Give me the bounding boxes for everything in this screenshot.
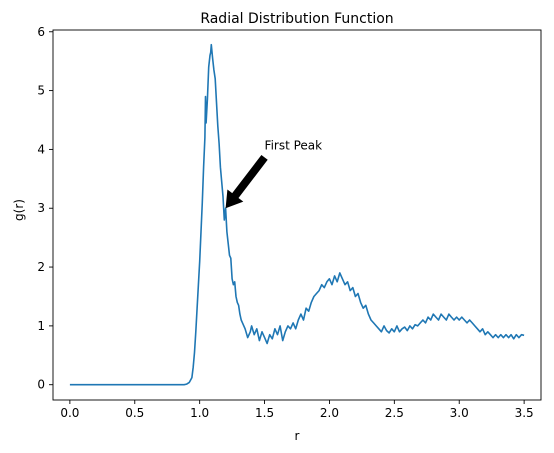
y-axis-ticks: 0 1 2 3 4 5 6 bbox=[37, 25, 53, 392]
x-axis-ticks: 0.0 0.5 1.0 1.5 2.0 2.5 3.0 3.5 bbox=[60, 400, 534, 420]
plot-area bbox=[52, 29, 542, 401]
x-tick-label: 2.0 bbox=[320, 406, 339, 420]
y-tick-label: 6 bbox=[37, 25, 45, 39]
x-tick-label: 3.0 bbox=[450, 406, 469, 420]
x-tick-label: 2.5 bbox=[385, 406, 404, 420]
y-tick-label: 2 bbox=[37, 260, 45, 274]
y-tick-label: 5 bbox=[37, 84, 45, 98]
y-axis-label: g(r) bbox=[12, 199, 26, 221]
x-tick-label: 1.5 bbox=[255, 406, 274, 420]
chart-title: Radial Distribution Function bbox=[200, 11, 393, 27]
x-tick-label: 3.5 bbox=[515, 406, 534, 420]
y-tick-label: 0 bbox=[37, 378, 45, 392]
axes-frame bbox=[52, 29, 542, 401]
rdf-series-line bbox=[69, 43, 525, 386]
x-axis-label: r bbox=[295, 429, 300, 443]
x-tick-label: 1.0 bbox=[190, 406, 209, 420]
annotation: First Peak bbox=[225, 138, 323, 209]
y-tick-label: 4 bbox=[37, 142, 45, 156]
annotation-arrow bbox=[225, 155, 268, 209]
x-tick-label: 0.0 bbox=[60, 406, 79, 420]
annotation-label: First Peak bbox=[265, 138, 323, 152]
x-tick-label: 0.5 bbox=[125, 406, 144, 420]
y-tick-label: 3 bbox=[37, 201, 45, 215]
y-tick-label: 1 bbox=[37, 319, 45, 333]
